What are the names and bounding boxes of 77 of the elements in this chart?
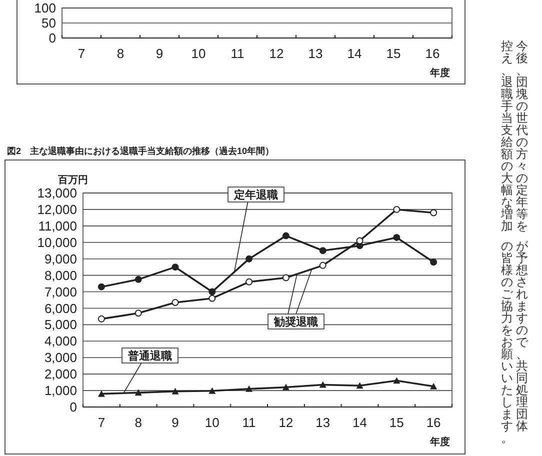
point bbox=[430, 258, 438, 266]
x-tick-label: 14 bbox=[347, 46, 362, 61]
point bbox=[134, 310, 142, 317]
x-axis-title: 年度 bbox=[429, 67, 450, 79]
text: 控え、退職手当支給額の大幅な増加 bbox=[501, 39, 513, 233]
x-tick-label: 12 bbox=[269, 46, 284, 61]
point bbox=[282, 232, 290, 240]
point bbox=[319, 381, 326, 388]
x-tick-label: 9 bbox=[172, 415, 179, 430]
text: 定年退職 bbox=[233, 188, 278, 202]
point bbox=[172, 264, 179, 271]
point bbox=[393, 234, 400, 241]
point bbox=[134, 276, 142, 283]
text: 普通退職 bbox=[127, 350, 172, 362]
y-tick-label: 0 bbox=[70, 400, 77, 415]
point bbox=[319, 262, 326, 269]
point bbox=[208, 288, 216, 296]
x-tick-label: 9 bbox=[156, 46, 164, 61]
x-axis-title: 年度 bbox=[429, 436, 450, 448]
point bbox=[246, 278, 253, 286]
x-tick-label: 15 bbox=[386, 46, 401, 61]
point bbox=[246, 385, 253, 392]
y-tick-label: 13,000 bbox=[37, 186, 77, 201]
point bbox=[319, 247, 326, 254]
y-tick-label: 50 bbox=[42, 16, 56, 31]
point bbox=[393, 206, 400, 213]
x-tick-label: 10 bbox=[191, 46, 206, 61]
point bbox=[430, 209, 438, 216]
point bbox=[356, 237, 364, 244]
point bbox=[172, 388, 179, 394]
point bbox=[430, 382, 438, 390]
y-tick-label: 2,000 bbox=[44, 366, 77, 382]
y-tick-label: 11,000 bbox=[38, 218, 77, 234]
x-tick-label: 13 bbox=[316, 415, 330, 430]
y-tick-label: 7,000 bbox=[44, 284, 77, 300]
x-tick-label: 10 bbox=[204, 415, 220, 430]
point bbox=[172, 298, 179, 306]
x-tick-label: 8 bbox=[134, 415, 142, 430]
point bbox=[208, 294, 216, 302]
y-axis-title: 百万円 bbox=[57, 175, 88, 186]
point bbox=[98, 315, 105, 322]
point bbox=[246, 255, 253, 262]
point bbox=[356, 382, 364, 389]
point bbox=[282, 274, 290, 282]
y-tick-label: 4,000 bbox=[44, 334, 77, 349]
x-tick-label: 7 bbox=[78, 46, 86, 61]
x-tick-label: 12 bbox=[278, 415, 294, 430]
x-tick-label: 7 bbox=[98, 415, 106, 430]
x-tick-label: 11 bbox=[242, 415, 256, 430]
x-tick-label: 14 bbox=[352, 415, 367, 430]
x-tick-label: 11 bbox=[230, 46, 244, 61]
text: 勧奨退職 bbox=[273, 316, 318, 328]
y-tick-label: 5,000 bbox=[44, 317, 77, 332]
chart-title: 図2 主な退職事由における退職手当支給額の推移（過去10年間） bbox=[7, 146, 274, 156]
y-tick-label: 3,000 bbox=[44, 350, 77, 366]
text: の皆様のご協力をお願いいたします。 bbox=[501, 239, 513, 445]
y-tick-label: 9,000 bbox=[44, 251, 77, 266]
y-tick-label: 12,000 bbox=[37, 202, 77, 218]
point bbox=[393, 377, 400, 384]
y-tick-label: 1,000 bbox=[44, 383, 77, 398]
y-tick-label: 6,000 bbox=[44, 300, 77, 316]
y-tick-label: 10,000 bbox=[37, 234, 77, 250]
x-tick-label: 16 bbox=[425, 46, 440, 61]
x-tick-label: 8 bbox=[116, 46, 124, 61]
point bbox=[282, 384, 290, 390]
y-tick-label: 8,000 bbox=[44, 268, 77, 283]
y-tick-label: 0 bbox=[48, 30, 56, 46]
point bbox=[134, 389, 142, 396]
point bbox=[98, 390, 105, 397]
y-tick-label: 100 bbox=[34, 0, 56, 16]
text: が予想されますので、共同処理団体 bbox=[516, 239, 528, 433]
x-tick-label: 13 bbox=[308, 46, 323, 61]
point bbox=[98, 283, 105, 290]
text: 今後、団塊の世代の方々の定年等を bbox=[516, 39, 528, 233]
x-tick-label: 16 bbox=[426, 415, 441, 430]
x-tick-label: 15 bbox=[389, 415, 404, 430]
point bbox=[208, 387, 216, 394]
